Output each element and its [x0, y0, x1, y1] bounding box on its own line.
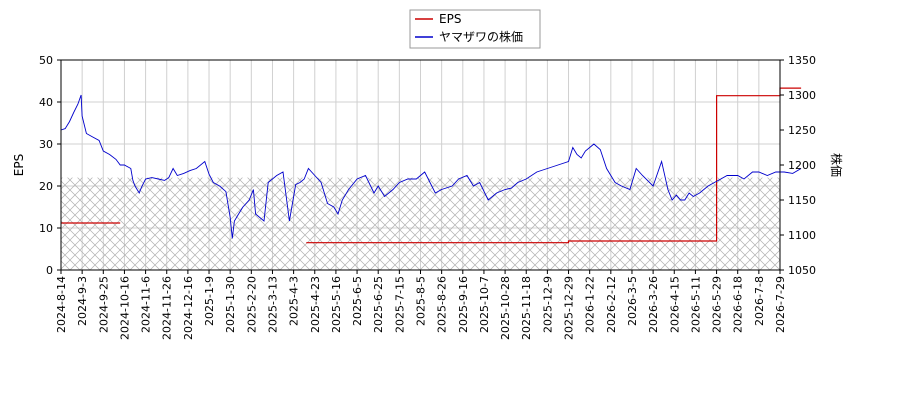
hatch-band: [61, 177, 780, 270]
x-tick-label: 2025-9-16: [457, 276, 470, 333]
x-tick-label: 2025-8-26: [436, 276, 449, 333]
x-tick-label: 2026-5-11: [689, 276, 702, 333]
x-tick-label: 2024-9-3: [76, 276, 89, 326]
x-tick-label: 2025-12-29: [563, 276, 576, 340]
x-tick-label: 2026-3-5: [626, 276, 639, 326]
x-tick-label: 2025-4-3: [288, 276, 301, 326]
x-tick-label: 2025-6-5: [351, 276, 364, 326]
left-tick-label: 20: [39, 180, 53, 193]
right-tick-label: 1100: [788, 229, 816, 242]
left-axis-ticks: 0 10 20 30 40 50: [39, 54, 61, 277]
hatch-region: [61, 177, 780, 270]
left-axis-title: EPS: [12, 154, 26, 176]
right-tick-label: 1200: [788, 159, 816, 172]
x-tick-label: 2025-5-16: [330, 276, 343, 333]
x-tick-label: 2026-4-15: [668, 276, 681, 333]
right-tick-label: 1150: [788, 194, 816, 207]
x-tick-label: 2024-9-25: [97, 276, 110, 333]
x-tick-label: 2025-7-15: [393, 276, 406, 333]
legend: EPS ヤマザワの株価: [409, 9, 541, 49]
right-tick-label: 1050: [788, 264, 816, 277]
x-tick-label: 2024-11-6: [140, 276, 153, 333]
x-tick-label: 2026-7-8: [753, 276, 766, 326]
x-tick-label: 2024-11-26: [161, 276, 174, 340]
right-tick-label: 1250: [788, 124, 816, 137]
right-axis-ticks: 1050 1100 1150 1200 1250 1300 1350: [780, 54, 816, 277]
x-tick-label: 2025-4-23: [309, 276, 322, 333]
x-tick-label: 2026-2-12: [605, 276, 618, 333]
right-axis-title: 株価: [829, 153, 844, 177]
left-tick-label: 0: [46, 264, 53, 277]
x-tick-label: 2026-7-29: [774, 276, 787, 333]
x-tick-label: 2025-2-20: [245, 276, 258, 333]
x-tick-label: 2025-6-25: [372, 276, 385, 333]
x-tick-label: 2024-10-16: [118, 276, 131, 340]
x-tick-label: 2025-12-9: [541, 276, 554, 333]
legend-price-label: ヤマザワの株価: [439, 29, 523, 44]
x-tick-label: 2025-1-30: [224, 276, 237, 333]
right-tick-label: 1350: [788, 54, 816, 67]
left-tick-label: 10: [39, 222, 53, 235]
left-tick-label: 30: [39, 138, 53, 151]
x-tick-label: 2026-1-22: [584, 276, 597, 333]
legend-eps-label: EPS: [439, 12, 461, 26]
price-line: [60, 94, 802, 239]
left-tick-label: 50: [39, 54, 53, 67]
x-tick-label: 2024-8-14: [55, 276, 68, 333]
x-tick-label: 2024-12-16: [182, 276, 195, 340]
x-tick-label: 2026-3-26: [647, 276, 660, 333]
right-tick-label: 1300: [788, 89, 816, 102]
x-tick-label: 2025-10-28: [499, 276, 512, 340]
x-tick-label: 2025-11-18: [520, 276, 533, 340]
legend-box: [409, 9, 541, 49]
x-tick-label: 2026-6-18: [732, 276, 745, 333]
x-tick-label: 2025-1-9: [203, 276, 216, 326]
x-tick-label: 2026-5-29: [711, 276, 724, 333]
left-tick-label: 40: [39, 96, 53, 109]
x-tick-label: 2025-8-5: [415, 276, 428, 326]
x-axis-ticks: 2024-8-14 2024-9-3 2024-9-25 2024-10-16 2024…: [55, 270, 787, 340]
x-tick-label: 2025-3-13: [266, 276, 279, 333]
x-tick-label: 2025-10-7: [478, 276, 491, 333]
